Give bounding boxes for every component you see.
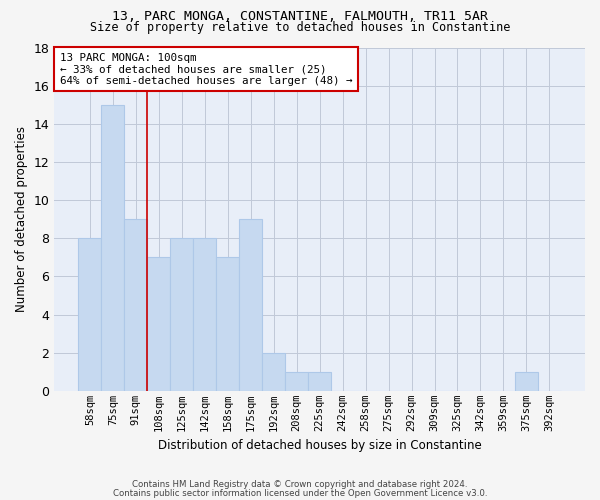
- Bar: [124, 219, 148, 391]
- Text: 13, PARC MONGA, CONSTANTINE, FALMOUTH, TR11 5AR: 13, PARC MONGA, CONSTANTINE, FALMOUTH, T…: [112, 10, 488, 23]
- Bar: [308, 372, 331, 391]
- Text: Contains HM Land Registry data © Crown copyright and database right 2024.: Contains HM Land Registry data © Crown c…: [132, 480, 468, 489]
- X-axis label: Distribution of detached houses by size in Constantine: Distribution of detached houses by size …: [158, 440, 482, 452]
- Bar: [285, 372, 308, 391]
- Bar: [193, 238, 216, 391]
- Bar: [239, 219, 262, 391]
- Text: Size of property relative to detached houses in Constantine: Size of property relative to detached ho…: [90, 21, 510, 34]
- Y-axis label: Number of detached properties: Number of detached properties: [15, 126, 28, 312]
- Bar: [79, 238, 101, 391]
- Bar: [170, 238, 193, 391]
- Bar: [515, 372, 538, 391]
- Bar: [148, 258, 170, 391]
- Text: Contains public sector information licensed under the Open Government Licence v3: Contains public sector information licen…: [113, 488, 487, 498]
- Bar: [216, 258, 239, 391]
- Bar: [101, 104, 124, 391]
- Text: 13 PARC MONGA: 100sqm
← 33% of detached houses are smaller (25)
64% of semi-deta: 13 PARC MONGA: 100sqm ← 33% of detached …: [59, 52, 352, 86]
- Bar: [262, 352, 285, 391]
